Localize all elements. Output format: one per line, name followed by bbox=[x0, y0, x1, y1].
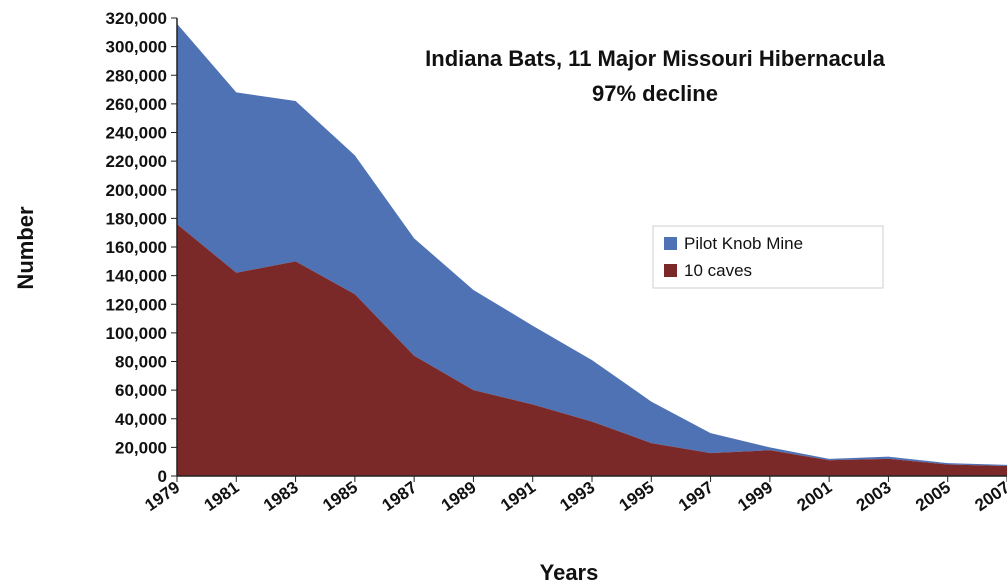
x-tick-label: 1991 bbox=[497, 478, 539, 515]
legend-swatch-pilot-knob-mine bbox=[664, 237, 677, 250]
x-tick-label: 2007 bbox=[971, 478, 1007, 515]
y-tick-label: 200,000 bbox=[106, 181, 167, 200]
y-tick-label: 40,000 bbox=[115, 410, 167, 429]
area-pilot-knob-mine bbox=[177, 23, 1007, 466]
y-tick-label: 120,000 bbox=[106, 295, 167, 314]
x-tick-label: 2005 bbox=[912, 478, 954, 515]
x-tick-label: 1997 bbox=[675, 478, 717, 515]
chart-subtitle: 97% decline bbox=[592, 81, 718, 106]
legend: Pilot Knob Mine 10 caves bbox=[652, 225, 884, 289]
plot-area bbox=[177, 23, 1007, 476]
x-tick-label: 1999 bbox=[734, 478, 776, 515]
y-tick-label: 180,000 bbox=[106, 209, 167, 228]
legend-box bbox=[652, 225, 884, 289]
y-tick-label: 80,000 bbox=[115, 353, 167, 372]
y-axis: 0 20,000 40,000 60,000 80,000 100,000 120,000 1… bbox=[106, 9, 178, 486]
y-tick-label: 280,000 bbox=[106, 66, 167, 85]
y-tick-label: 320,000 bbox=[106, 9, 167, 28]
x-tick-label: 1993 bbox=[556, 478, 598, 515]
x-axis-title: Years bbox=[540, 560, 599, 585]
y-tick-label: 240,000 bbox=[106, 124, 167, 143]
y-tick-label: 20,000 bbox=[115, 438, 167, 457]
y-tick-label: 220,000 bbox=[106, 152, 167, 171]
y-tick-label: 260,000 bbox=[106, 95, 167, 114]
x-tick-label: 1981 bbox=[201, 478, 243, 515]
legend-label-10-caves: 10 caves bbox=[684, 261, 752, 280]
x-tick-label: 1989 bbox=[438, 478, 480, 515]
y-axis-title: Number bbox=[13, 206, 38, 290]
area-10-caves bbox=[177, 224, 1007, 476]
x-tick-label: 1995 bbox=[616, 478, 658, 515]
y-tick-label: 300,000 bbox=[106, 38, 167, 57]
y-tick-label: 60,000 bbox=[115, 381, 167, 400]
y-tick-label: 160,000 bbox=[106, 238, 167, 257]
y-tick-label: 100,000 bbox=[106, 324, 167, 343]
x-tick-label: 2001 bbox=[794, 478, 836, 515]
legend-swatch-10-caves bbox=[664, 264, 677, 277]
x-tick-label: 2003 bbox=[853, 478, 895, 515]
x-tick-label: 1987 bbox=[379, 478, 421, 515]
legend-label-pilot-knob-mine: Pilot Knob Mine bbox=[684, 234, 803, 253]
y-tick-label: 140,000 bbox=[106, 267, 167, 286]
x-axis: 1979 1981 1983 1985 1987 1989 1991 1993 1995 1997… bbox=[141, 475, 1007, 515]
chart-title: Indiana Bats, 11 Major Missouri Hibernac… bbox=[425, 46, 885, 71]
x-tick-label: 1985 bbox=[319, 478, 361, 515]
x-tick-label: 1983 bbox=[260, 478, 302, 515]
y-tick-label: 0 bbox=[158, 467, 167, 486]
